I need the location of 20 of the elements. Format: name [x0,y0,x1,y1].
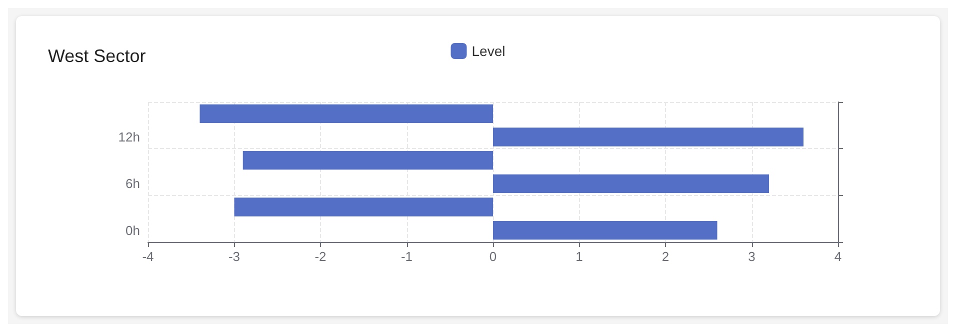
bar [493,174,769,193]
x-tick-label: -3 [228,249,240,264]
bar [234,198,493,216]
bar [493,128,804,146]
x-tick-label: 3 [748,249,756,264]
x-tick-label: -4 [142,249,154,264]
chart-title: West Sector [48,46,146,66]
x-tick-label: 2 [662,249,670,264]
x-tick-label: 4 [834,249,842,264]
x-tick-label: 1 [576,249,583,264]
bar [493,221,718,240]
x-tick-label: -2 [314,249,326,264]
x-tick-label: 0 [489,249,497,264]
bar [200,104,493,123]
y-tick-label: 0h [126,222,140,238]
y-tick-label: 6h [126,176,140,192]
y-tick-label: 12h [118,130,140,144]
legend-label: Level [472,43,506,59]
bar [242,151,493,170]
x-tick-label: -1 [400,249,413,264]
